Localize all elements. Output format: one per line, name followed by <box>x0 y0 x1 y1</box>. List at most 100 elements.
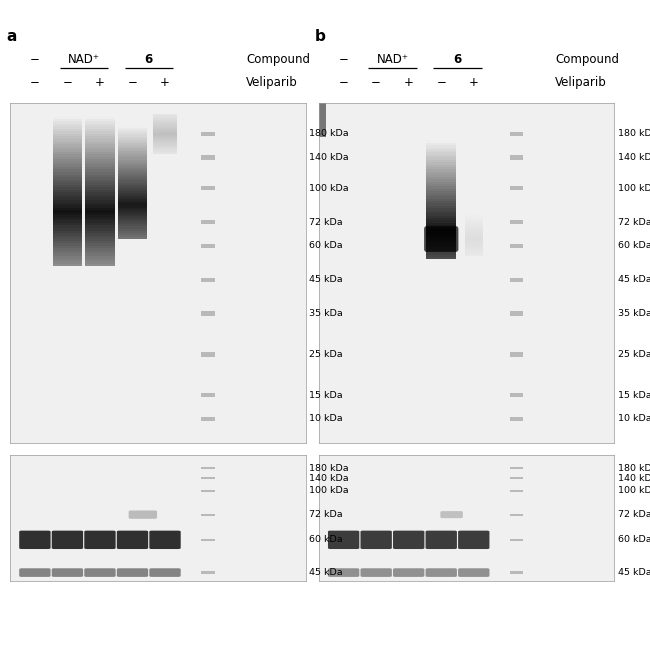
Bar <box>85 139 115 141</box>
Bar <box>202 311 214 316</box>
Bar <box>426 118 456 121</box>
Bar <box>202 278 214 282</box>
Bar <box>118 149 148 151</box>
Bar <box>426 189 456 191</box>
Bar <box>85 233 115 236</box>
Bar <box>153 123 177 125</box>
Bar <box>202 186 214 191</box>
Bar <box>426 238 456 240</box>
Text: 60 kDa: 60 kDa <box>309 242 343 250</box>
Bar <box>465 255 483 256</box>
Bar <box>85 157 115 160</box>
Bar <box>426 155 456 157</box>
Bar <box>53 251 82 253</box>
Bar <box>53 147 82 149</box>
Bar <box>510 490 523 492</box>
Bar <box>465 227 483 228</box>
Bar <box>153 145 177 146</box>
Bar <box>426 160 456 162</box>
Bar <box>53 154 82 157</box>
Bar <box>465 249 483 250</box>
Bar <box>426 179 456 182</box>
Text: 15 kDa: 15 kDa <box>309 391 343 399</box>
Bar <box>426 252 456 255</box>
Bar <box>118 116 148 118</box>
Bar <box>53 174 82 177</box>
Bar <box>153 150 177 151</box>
Bar <box>118 203 148 205</box>
Bar <box>426 145 456 147</box>
Bar <box>53 264 82 266</box>
Bar <box>53 241 82 244</box>
Bar <box>426 216 456 218</box>
Bar <box>85 210 115 213</box>
Bar <box>53 185 82 187</box>
Text: 35 kDa: 35 kDa <box>618 309 650 318</box>
Bar <box>85 198 115 200</box>
Bar <box>53 116 82 119</box>
Bar <box>153 142 177 143</box>
Bar <box>118 136 148 139</box>
Text: 100 kDa: 100 kDa <box>618 183 650 193</box>
Bar <box>465 220 483 221</box>
Bar <box>153 135 177 136</box>
Bar <box>85 236 115 238</box>
Text: +: + <box>160 76 170 89</box>
Bar <box>153 147 177 148</box>
Bar <box>118 205 148 207</box>
Bar <box>426 121 456 123</box>
Bar <box>510 278 523 282</box>
Bar <box>118 178 148 180</box>
Bar <box>153 121 177 122</box>
Bar <box>202 220 214 224</box>
Bar <box>426 169 456 172</box>
Bar <box>53 180 82 182</box>
Bar <box>153 126 177 127</box>
Bar <box>510 311 523 316</box>
Bar <box>202 417 214 421</box>
Text: 15 kDa: 15 kDa <box>618 391 650 399</box>
FancyBboxPatch shape <box>117 568 148 577</box>
FancyBboxPatch shape <box>150 568 181 577</box>
FancyBboxPatch shape <box>84 530 116 549</box>
Bar <box>426 138 456 140</box>
FancyBboxPatch shape <box>52 568 83 577</box>
FancyBboxPatch shape <box>393 530 424 549</box>
Bar <box>118 229 148 231</box>
Text: 35 kDa: 35 kDa <box>309 309 343 318</box>
Bar <box>85 144 115 147</box>
Bar <box>53 195 82 198</box>
Bar <box>426 150 456 152</box>
Bar <box>53 210 82 213</box>
Bar <box>118 183 148 185</box>
Bar <box>426 230 456 233</box>
Bar <box>118 170 148 172</box>
Bar <box>153 114 177 115</box>
Bar <box>85 251 115 253</box>
Bar <box>153 134 177 135</box>
Bar <box>53 248 82 251</box>
Bar <box>465 221 483 222</box>
Bar <box>465 216 483 217</box>
Text: 180 kDa: 180 kDa <box>309 129 349 138</box>
Bar <box>118 172 148 174</box>
Bar <box>53 121 82 123</box>
Bar <box>118 132 148 134</box>
Bar <box>118 174 148 176</box>
FancyBboxPatch shape <box>440 511 463 518</box>
Bar <box>53 129 82 131</box>
Bar <box>118 118 148 120</box>
Bar <box>53 162 82 164</box>
Bar <box>85 200 115 203</box>
Text: +: + <box>404 76 413 89</box>
Bar <box>202 156 214 160</box>
Bar <box>85 154 115 157</box>
Text: −: − <box>436 76 446 89</box>
Bar <box>426 228 456 230</box>
Bar <box>53 198 82 200</box>
Bar <box>85 123 115 126</box>
Bar <box>85 114 115 116</box>
Bar <box>118 143 148 145</box>
Bar <box>85 223 115 225</box>
Bar <box>53 231 82 233</box>
